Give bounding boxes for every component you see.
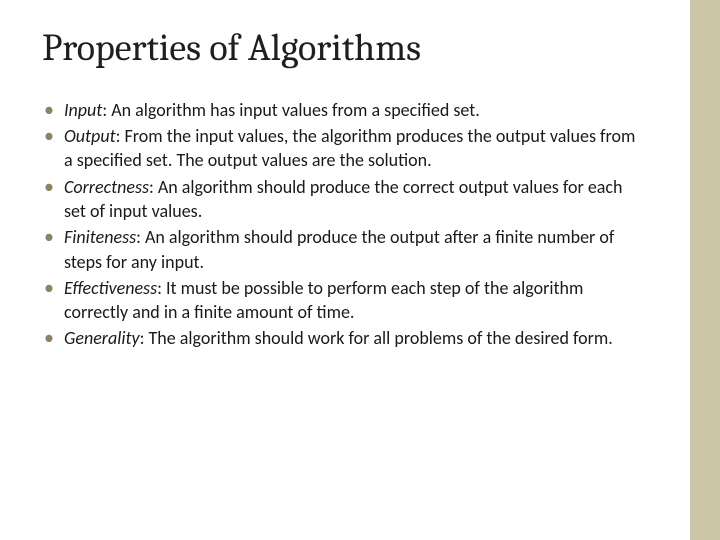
list-item: Generality: The algorithm should work fo… bbox=[42, 326, 648, 350]
term: Output bbox=[64, 125, 116, 147]
term-text: : From the input values, the algorithm p… bbox=[64, 125, 635, 171]
term-text: : An algorithm has input values from a s… bbox=[102, 99, 479, 121]
bullet-list: Input: An algorithm has input values fro… bbox=[42, 98, 648, 351]
term-text: : An algorithm should produce the output… bbox=[64, 226, 614, 272]
side-accent-strip bbox=[690, 0, 720, 540]
term: Correctness bbox=[64, 176, 149, 198]
slide-title: Properties of Algorithms bbox=[42, 28, 648, 70]
list-item: Effectiveness: It must be possible to pe… bbox=[42, 276, 648, 325]
list-item: Output: From the input values, the algor… bbox=[42, 124, 648, 173]
term: Finiteness bbox=[64, 226, 136, 248]
term: Input bbox=[64, 99, 102, 121]
term: Effectiveness bbox=[64, 277, 157, 299]
list-item: Finiteness: An algorithm should produce … bbox=[42, 225, 648, 274]
term-text: : The algorithm should work for all prob… bbox=[140, 327, 613, 349]
list-item: Input: An algorithm has input values fro… bbox=[42, 98, 648, 122]
term: Generality bbox=[64, 327, 140, 349]
slide-container: Properties of Algorithms Input: An algor… bbox=[0, 0, 690, 540]
list-item: Correctness: An algorithm should produce… bbox=[42, 175, 648, 224]
